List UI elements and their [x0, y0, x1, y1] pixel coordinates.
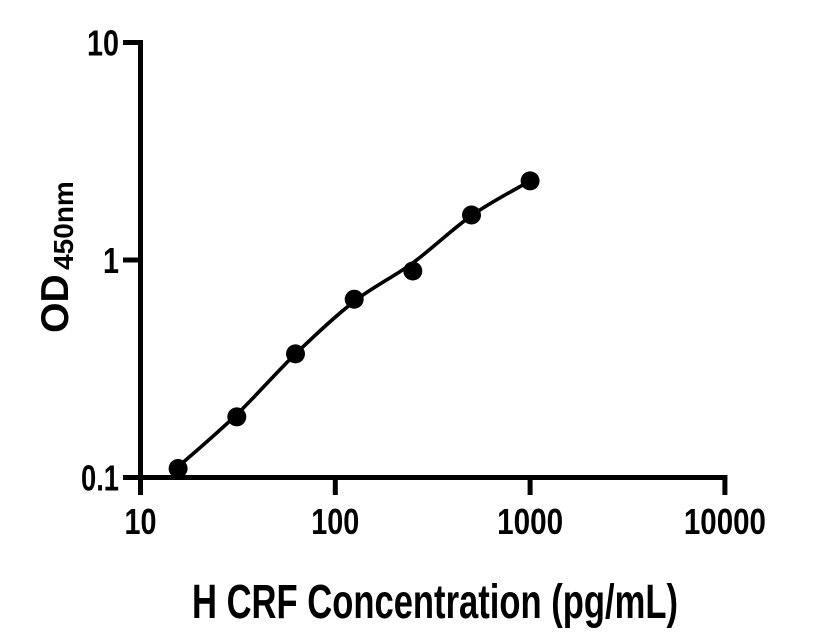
data-point-marker [520, 171, 540, 191]
y-axis-title-subscript: 450nm [48, 181, 79, 270]
x-axis-title: H CRF Concentration (pg/mL) [192, 576, 678, 629]
data-point-marker [403, 261, 423, 281]
data-point-marker [286, 344, 305, 364]
data-points [168, 171, 540, 478]
axes [123, 40, 728, 495]
y-tick-label: 10 [87, 22, 119, 63]
y-tick-label: 1 [103, 240, 119, 281]
y-axis-title-main: OD [34, 274, 77, 333]
data-point-marker [227, 407, 247, 427]
x-tick-label: 10 [125, 501, 157, 542]
y-axis-title: OD 450nm [34, 181, 79, 333]
data-point-marker [168, 459, 188, 478]
data-point-marker [462, 205, 481, 225]
x-tick-label: 100 [311, 501, 359, 542]
data-point-marker [344, 289, 364, 309]
x-tick-label: 10000 [684, 501, 766, 542]
y-tick-label: 0.1 [81, 457, 119, 498]
x-tick-label: 1000 [497, 501, 563, 542]
